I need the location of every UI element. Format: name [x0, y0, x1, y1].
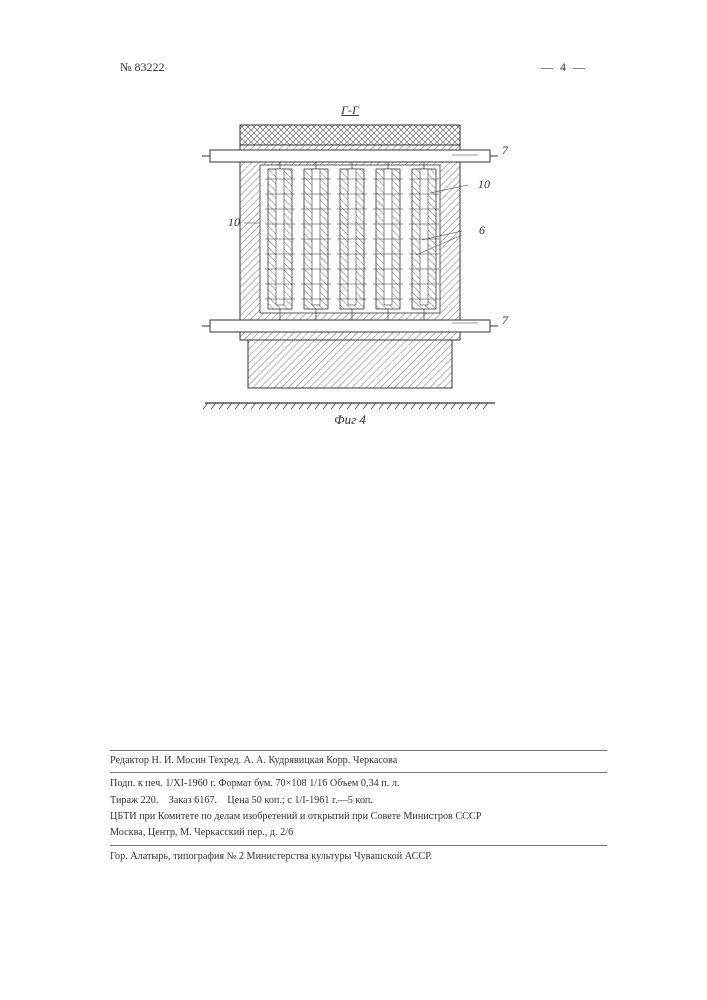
page-number: — 4 — [541, 60, 587, 75]
print-line-1: Подп. к печ. 1/XI-1960 г. Формат бум. 70… [110, 776, 607, 792]
print-line-4: Москва, Центр, М. Черкасский пер., д. 2/… [110, 825, 607, 841]
section-label: Г-Г [341, 103, 359, 118]
rule [110, 772, 607, 773]
figure-svg [200, 115, 500, 415]
rule [110, 845, 607, 846]
ref-label-6: 6 [479, 223, 485, 238]
imprint-block: Редактор Н. И. Мосин Техред. А. А. Кудря… [110, 750, 607, 865]
printer-line: Гор. Алатырь, типография № 2 Министерств… [110, 849, 607, 865]
ref-label-10-right: 10 [478, 177, 490, 192]
patent-number: № 83222 [120, 60, 164, 75]
figure-area: Г-Г 7 10 10 6 7 Фиг 4 [200, 115, 500, 425]
rule [110, 750, 607, 751]
ref-label-7-top: 7 [502, 143, 508, 158]
header-row: № 83222 — 4 — [120, 60, 587, 75]
ref-label-7-bot: 7 [502, 313, 508, 328]
editor-line: Редактор Н. И. Мосин Техред. А. А. Кудря… [110, 753, 607, 769]
ref-label-10-left: 10 [228, 215, 240, 230]
print-line-2: Тираж 220. Заказ 6167. Цена 50 коп.; с 1… [110, 793, 607, 809]
figure-caption: Фиг 4 [334, 412, 366, 428]
print-line-3: ЦБТИ при Комитете по делам изобретений и… [110, 809, 607, 825]
page: № 83222 — 4 — Г-Г 7 10 10 6 7 Фиг 4 Реда… [0, 0, 707, 1000]
